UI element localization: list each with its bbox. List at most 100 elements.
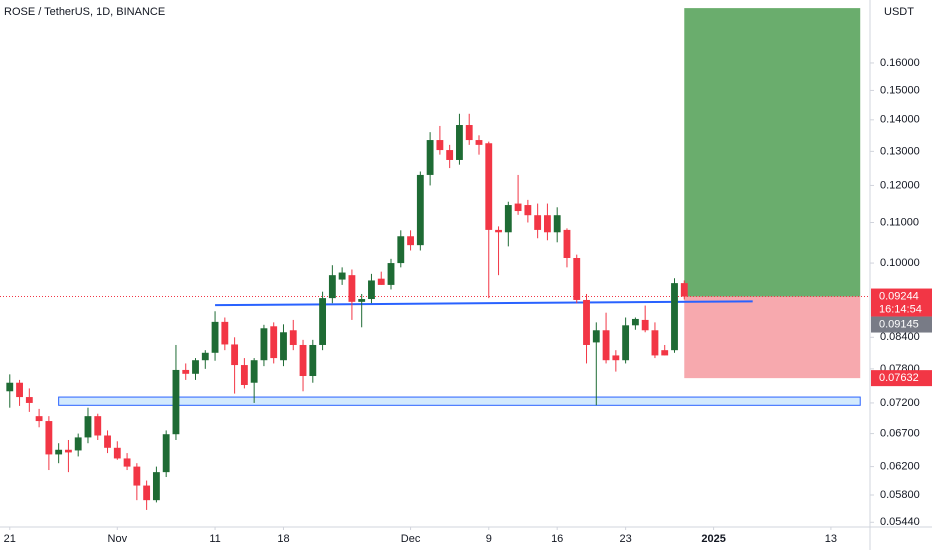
y-tick-label: 0.12000 <box>880 179 920 191</box>
candle-body <box>446 150 454 160</box>
candle-body <box>573 257 581 300</box>
x-tick-label: Nov <box>108 533 128 545</box>
candle-body <box>543 215 551 233</box>
candle-body <box>123 458 131 467</box>
stop-zone <box>684 296 861 379</box>
candle-body <box>182 369 190 374</box>
y-tick-label: 0.14000 <box>880 114 920 126</box>
candle-body <box>671 283 678 351</box>
last-price-label-box <box>871 288 932 317</box>
x-tick-label: 16 <box>551 533 563 545</box>
currency-label: USDT <box>884 6 914 18</box>
candle-body <box>152 472 160 501</box>
candle-body <box>55 449 63 455</box>
y-tick-label: 0.05800 <box>880 489 920 501</box>
stop-price-label-box <box>871 370 932 387</box>
candle-body <box>475 140 483 145</box>
candle-body <box>592 330 600 343</box>
candle-body <box>319 298 327 345</box>
candle-body <box>485 143 493 230</box>
candle-body <box>661 350 669 356</box>
candle-body <box>172 369 180 435</box>
candle-body <box>602 330 610 361</box>
candle-body <box>25 397 33 403</box>
candle-body <box>240 365 248 385</box>
candle-body <box>231 344 239 366</box>
chart-title: ROSE / TetherUS, 1D, BINANCE <box>4 6 165 18</box>
candle-body <box>436 140 444 151</box>
y-tick-label: 0.08400 <box>880 331 920 343</box>
candle-body <box>612 355 620 361</box>
support-zone <box>58 396 861 406</box>
candle-body <box>514 203 522 212</box>
candle-body <box>104 435 111 448</box>
candle-body <box>397 236 405 264</box>
y-tick-label: 0.11000 <box>880 216 919 228</box>
countdown-label: 16:14:54 <box>879 303 922 315</box>
candle-body <box>348 275 356 302</box>
candle-body <box>299 344 307 377</box>
candle-body <box>583 299 590 345</box>
candle-body <box>221 321 229 345</box>
candle-body <box>94 416 102 436</box>
candle-body <box>65 449 72 453</box>
y-tick-label: 0.06200 <box>880 461 920 473</box>
x-tick-label: 18 <box>277 533 289 545</box>
x-tick-label: 9 <box>486 533 492 545</box>
candle-body <box>309 344 317 377</box>
last-price-label: 0.09244 <box>879 290 919 302</box>
candle-body <box>563 229 571 258</box>
stop-price-label: 0.07632 <box>879 372 919 384</box>
candle-body <box>416 174 424 246</box>
candle-body <box>211 321 219 353</box>
candle-body <box>162 434 170 473</box>
candle-body <box>113 447 121 459</box>
trend-price-label-box <box>871 316 932 333</box>
candle-body <box>270 326 278 359</box>
candle-body <box>260 328 268 361</box>
y-tick-label: 0.06700 <box>880 427 920 439</box>
x-tick-label: 11 <box>209 533 220 545</box>
y-tick-label: 0.16000 <box>880 57 920 69</box>
target-zone <box>684 8 861 297</box>
y-tick-label: 0.13000 <box>880 145 920 157</box>
candle-body <box>289 330 297 345</box>
y-tick-label: 0.10000 <box>880 257 920 269</box>
candle-body <box>84 416 92 438</box>
candle-body <box>45 421 53 455</box>
candle-body <box>534 215 542 230</box>
candle-body <box>553 215 561 233</box>
candle-body <box>622 325 630 361</box>
candle-body <box>680 283 688 297</box>
candle-body <box>465 125 473 141</box>
candle-body <box>143 485 151 501</box>
candle-body <box>407 236 414 246</box>
candle-body <box>377 278 385 285</box>
candle-body <box>368 280 375 300</box>
x-tick-label: 2025 <box>701 533 725 545</box>
candle-body <box>631 318 639 326</box>
y-tick-label: 0.05440 <box>880 516 920 528</box>
candle-body <box>192 360 199 374</box>
candle-body <box>641 319 649 331</box>
x-tick-label: 21 <box>4 533 16 545</box>
x-tick-label: Dec <box>401 533 421 545</box>
candle-body <box>338 272 346 280</box>
x-tick-label: 23 <box>619 533 631 545</box>
horizontal-trend-line <box>215 300 753 307</box>
candle-body <box>495 229 502 233</box>
y-tick-label: 0.07200 <box>880 397 920 409</box>
candle-body <box>280 332 287 361</box>
candle-body <box>426 140 434 175</box>
candle-body <box>651 330 659 356</box>
x-tick-label: 13 <box>825 533 837 545</box>
candle-body <box>133 466 141 486</box>
candle-body <box>16 382 23 398</box>
candle-body <box>250 360 258 383</box>
candle-body <box>387 263 395 285</box>
candle-body <box>35 416 43 422</box>
candle-body <box>74 437 82 451</box>
candle-body <box>201 352 209 361</box>
candle-body <box>456 125 463 160</box>
